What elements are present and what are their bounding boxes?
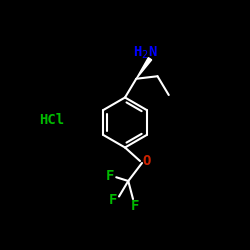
Text: F: F: [131, 199, 139, 213]
Text: HCl: HCl: [39, 113, 64, 127]
Text: F: F: [106, 169, 114, 183]
Text: F: F: [109, 193, 117, 207]
Text: O: O: [142, 154, 151, 168]
Text: H$_2$N: H$_2$N: [133, 45, 157, 62]
Polygon shape: [136, 58, 152, 79]
